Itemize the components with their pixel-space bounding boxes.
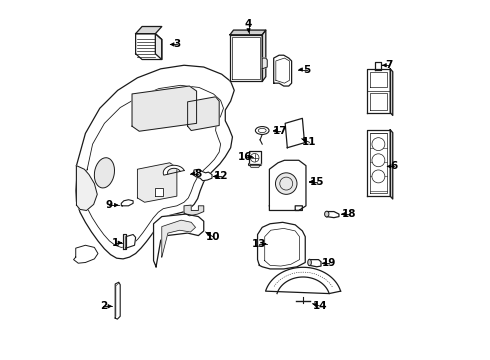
Polygon shape [137, 163, 177, 202]
Ellipse shape [308, 259, 311, 266]
Polygon shape [390, 69, 393, 116]
Text: 9: 9 [105, 200, 112, 210]
Polygon shape [270, 160, 306, 211]
Text: 18: 18 [342, 209, 356, 219]
Ellipse shape [255, 127, 269, 134]
Polygon shape [115, 282, 120, 319]
Polygon shape [162, 220, 196, 257]
Text: 7: 7 [385, 60, 392, 70]
Circle shape [372, 154, 385, 167]
Polygon shape [310, 260, 321, 267]
Text: 15: 15 [310, 177, 324, 187]
Polygon shape [123, 234, 126, 249]
Text: 17: 17 [273, 126, 288, 135]
Polygon shape [193, 169, 212, 181]
Text: 12: 12 [213, 171, 228, 181]
Polygon shape [390, 130, 393, 199]
Polygon shape [266, 267, 341, 293]
Polygon shape [153, 214, 204, 267]
Polygon shape [262, 58, 267, 69]
Polygon shape [155, 188, 163, 196]
Polygon shape [74, 245, 98, 263]
Polygon shape [184, 205, 204, 216]
Polygon shape [230, 30, 266, 35]
Text: 10: 10 [205, 232, 220, 242]
Polygon shape [367, 69, 390, 113]
Polygon shape [136, 34, 162, 59]
Polygon shape [188, 97, 219, 131]
Polygon shape [327, 212, 339, 218]
Text: 11: 11 [302, 138, 317, 147]
Polygon shape [132, 86, 196, 131]
Polygon shape [375, 62, 381, 69]
Polygon shape [258, 222, 305, 269]
Text: 19: 19 [322, 258, 337, 268]
Polygon shape [367, 130, 390, 196]
Text: 14: 14 [313, 301, 328, 311]
Polygon shape [76, 166, 97, 211]
Text: 5: 5 [303, 64, 310, 75]
Polygon shape [285, 118, 304, 148]
Polygon shape [126, 234, 136, 248]
Polygon shape [274, 55, 292, 86]
Ellipse shape [324, 211, 329, 217]
Polygon shape [262, 30, 266, 81]
Text: 3: 3 [173, 40, 180, 49]
Circle shape [372, 170, 385, 183]
Polygon shape [230, 35, 262, 81]
Text: 13: 13 [252, 239, 267, 249]
Text: 2: 2 [100, 301, 107, 311]
Text: 4: 4 [245, 19, 252, 29]
Circle shape [372, 138, 385, 150]
Polygon shape [155, 34, 162, 59]
Circle shape [275, 173, 297, 194]
Text: 8: 8 [194, 168, 201, 179]
Polygon shape [248, 151, 261, 164]
Polygon shape [248, 164, 261, 167]
Polygon shape [163, 165, 184, 175]
Text: 1: 1 [112, 238, 119, 248]
Polygon shape [122, 200, 133, 206]
Text: 6: 6 [390, 161, 397, 171]
Polygon shape [76, 65, 234, 259]
Polygon shape [136, 27, 162, 34]
Text: 16: 16 [238, 152, 252, 162]
Ellipse shape [95, 158, 115, 188]
